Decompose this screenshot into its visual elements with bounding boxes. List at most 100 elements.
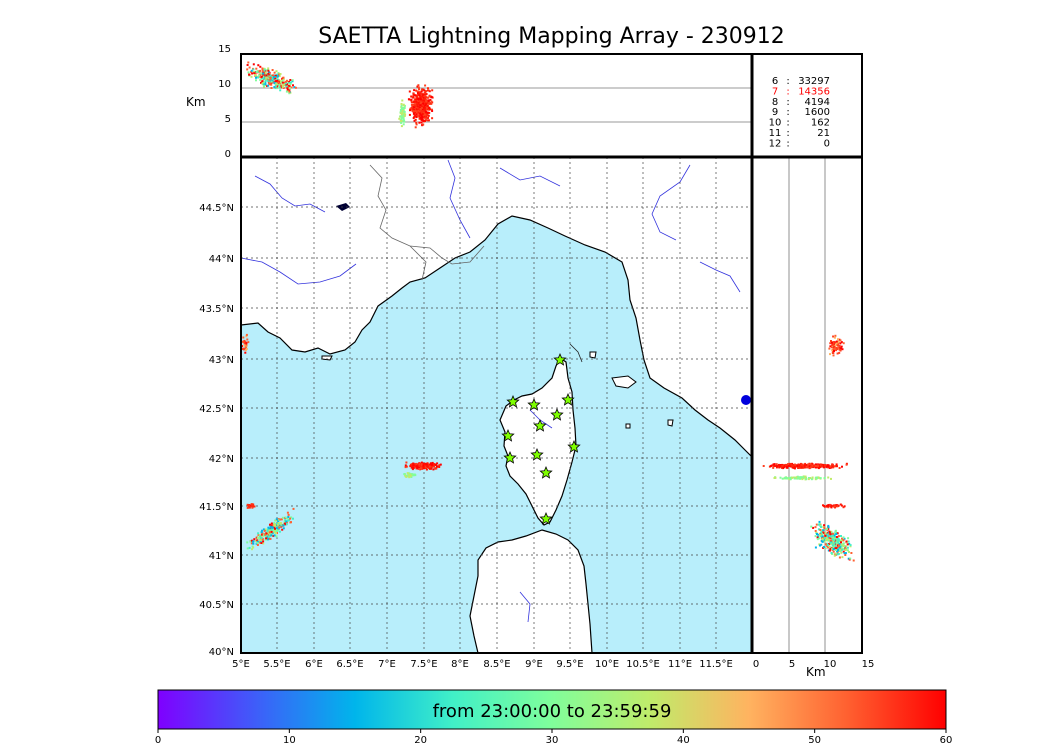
side-source bbox=[833, 539, 836, 542]
side-source bbox=[791, 476, 793, 479]
lightning-source bbox=[429, 463, 432, 466]
altitude-source bbox=[261, 80, 264, 83]
lightning-source bbox=[278, 530, 281, 533]
side-source bbox=[837, 341, 840, 343]
altitude-source bbox=[402, 117, 405, 120]
count-stations: 8 bbox=[772, 97, 778, 108]
lightning-source bbox=[268, 531, 271, 534]
side-source bbox=[827, 539, 830, 542]
lightning-source bbox=[279, 518, 282, 521]
lightning-source bbox=[281, 528, 284, 531]
lightning-source bbox=[252, 542, 255, 545]
side-source bbox=[822, 546, 825, 548]
side-source bbox=[841, 537, 843, 540]
altitude-source bbox=[250, 69, 253, 72]
lightning-source bbox=[261, 534, 264, 537]
altitude-source bbox=[267, 69, 270, 72]
altitude-source bbox=[418, 121, 421, 124]
lightning-source bbox=[270, 522, 273, 525]
side-source bbox=[834, 334, 837, 337]
lightning-source bbox=[285, 520, 288, 523]
altitude-source bbox=[252, 68, 255, 71]
side-source bbox=[831, 534, 834, 537]
altitude-source bbox=[428, 95, 431, 98]
altitude-side-panel bbox=[752, 157, 862, 653]
map-panel bbox=[241, 157, 752, 653]
altitude-source bbox=[429, 98, 432, 101]
river bbox=[499, 167, 561, 187]
altitude-source bbox=[270, 76, 273, 78]
altitude-source bbox=[431, 96, 433, 99]
altitude-source bbox=[414, 94, 417, 97]
side-source bbox=[811, 476, 814, 479]
lightning-source bbox=[270, 523, 273, 526]
lightning-source bbox=[264, 528, 267, 531]
side-source bbox=[828, 465, 831, 468]
altitude-source bbox=[281, 81, 284, 84]
altitude-source bbox=[402, 114, 405, 117]
side-source bbox=[844, 552, 847, 555]
side-source bbox=[820, 526, 823, 528]
country-border bbox=[369, 164, 485, 265]
altitude-source bbox=[277, 81, 280, 84]
side-source bbox=[836, 532, 839, 535]
side-source bbox=[836, 465, 838, 468]
lightning-source bbox=[244, 351, 247, 354]
lightning-source bbox=[256, 539, 259, 542]
altitude-source bbox=[265, 74, 268, 77]
side-source bbox=[832, 550, 835, 553]
altitude-source bbox=[420, 116, 423, 119]
altitude-source bbox=[264, 83, 267, 86]
altitude-source bbox=[262, 74, 265, 76]
altitude-source bbox=[287, 84, 290, 87]
altitude-source bbox=[260, 75, 263, 78]
altitude-source bbox=[401, 107, 404, 110]
count-value: 21 bbox=[817, 128, 830, 139]
lightning-source bbox=[407, 473, 410, 476]
altitude-source bbox=[430, 102, 433, 105]
side-source bbox=[806, 465, 809, 468]
lightning-source bbox=[259, 535, 262, 538]
count-sep: : bbox=[786, 86, 789, 97]
lightning-source bbox=[269, 523, 271, 526]
side-source bbox=[835, 340, 838, 343]
altitude-source bbox=[402, 118, 405, 121]
lightning-source bbox=[275, 532, 277, 535]
star-icon bbox=[550, 407, 564, 421]
altitude-source bbox=[418, 92, 420, 95]
side-source bbox=[806, 463, 809, 466]
lightning-source bbox=[280, 522, 282, 525]
side-source bbox=[818, 520, 821, 523]
lightning-source bbox=[260, 533, 263, 536]
side-source bbox=[826, 544, 829, 546]
lightning-source bbox=[272, 524, 275, 527]
altitude-source bbox=[412, 112, 415, 115]
altitude-source bbox=[274, 84, 277, 87]
count-sep: : bbox=[786, 128, 789, 139]
side-source bbox=[772, 463, 775, 466]
lightning-source bbox=[411, 473, 414, 476]
lightning-source bbox=[275, 535, 278, 538]
altitude-source bbox=[271, 78, 274, 81]
side-source bbox=[833, 542, 836, 545]
altitude-source bbox=[285, 82, 288, 85]
side-source bbox=[819, 524, 822, 527]
side-source bbox=[788, 464, 791, 467]
altitude-source bbox=[246, 64, 249, 66]
lat-tick-label: 44.5°N bbox=[199, 203, 234, 214]
side-source bbox=[786, 477, 789, 480]
star-icon bbox=[567, 439, 581, 453]
count-stations: 11 bbox=[769, 128, 782, 139]
star-icon bbox=[506, 394, 520, 408]
side-source bbox=[843, 552, 846, 555]
altitude-source bbox=[290, 81, 293, 84]
lightning-source bbox=[256, 542, 259, 544]
side-source bbox=[835, 463, 838, 466]
side-source bbox=[792, 466, 795, 469]
lightning-source bbox=[245, 342, 248, 345]
side-source bbox=[836, 537, 839, 540]
altitude-source-points bbox=[246, 61, 434, 129]
side-source bbox=[825, 527, 828, 530]
side-source bbox=[828, 542, 831, 545]
